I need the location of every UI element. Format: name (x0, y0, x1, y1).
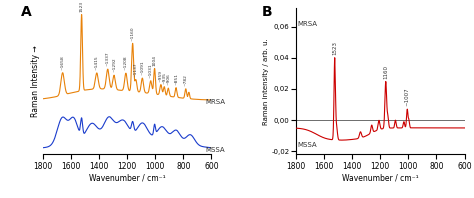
Text: ~1292: ~1292 (112, 58, 116, 72)
Text: ~1337: ~1337 (106, 52, 110, 66)
Text: ~1658: ~1658 (61, 55, 64, 70)
X-axis label: Wavenumber / cm⁻¹: Wavenumber / cm⁻¹ (89, 174, 165, 183)
Text: ~1031: ~1031 (149, 63, 153, 78)
Text: MRSA: MRSA (297, 21, 317, 27)
Text: ~1208: ~1208 (124, 56, 128, 70)
Text: MRSA: MRSA (206, 99, 226, 105)
Text: MSSA: MSSA (206, 147, 226, 152)
Text: 1004: 1004 (153, 55, 156, 66)
Text: ~1137: ~1137 (134, 62, 138, 77)
Text: ~906: ~906 (166, 73, 170, 85)
Text: ~1091: ~1091 (140, 61, 145, 75)
Text: ~1415: ~1415 (95, 55, 99, 70)
Text: 1160: 1160 (383, 65, 388, 79)
Text: MSSA: MSSA (297, 142, 317, 148)
Text: ~935: ~935 (162, 72, 166, 84)
Text: 1523: 1523 (80, 1, 83, 12)
Text: A: A (21, 5, 31, 19)
Text: 1523: 1523 (332, 41, 337, 55)
Text: B: B (262, 5, 273, 19)
X-axis label: Wavenumber / cm⁻¹: Wavenumber / cm⁻¹ (342, 174, 419, 183)
Text: ~959: ~959 (159, 70, 163, 82)
Text: ~1160: ~1160 (131, 26, 135, 41)
Text: ~1007: ~1007 (405, 88, 410, 106)
Y-axis label: Raman Intensity →: Raman Intensity → (31, 45, 40, 117)
Y-axis label: Raman intensity / arb. u.: Raman intensity / arb. u. (263, 38, 269, 125)
Text: ~782: ~782 (184, 74, 188, 86)
Text: ~851: ~851 (174, 73, 178, 85)
